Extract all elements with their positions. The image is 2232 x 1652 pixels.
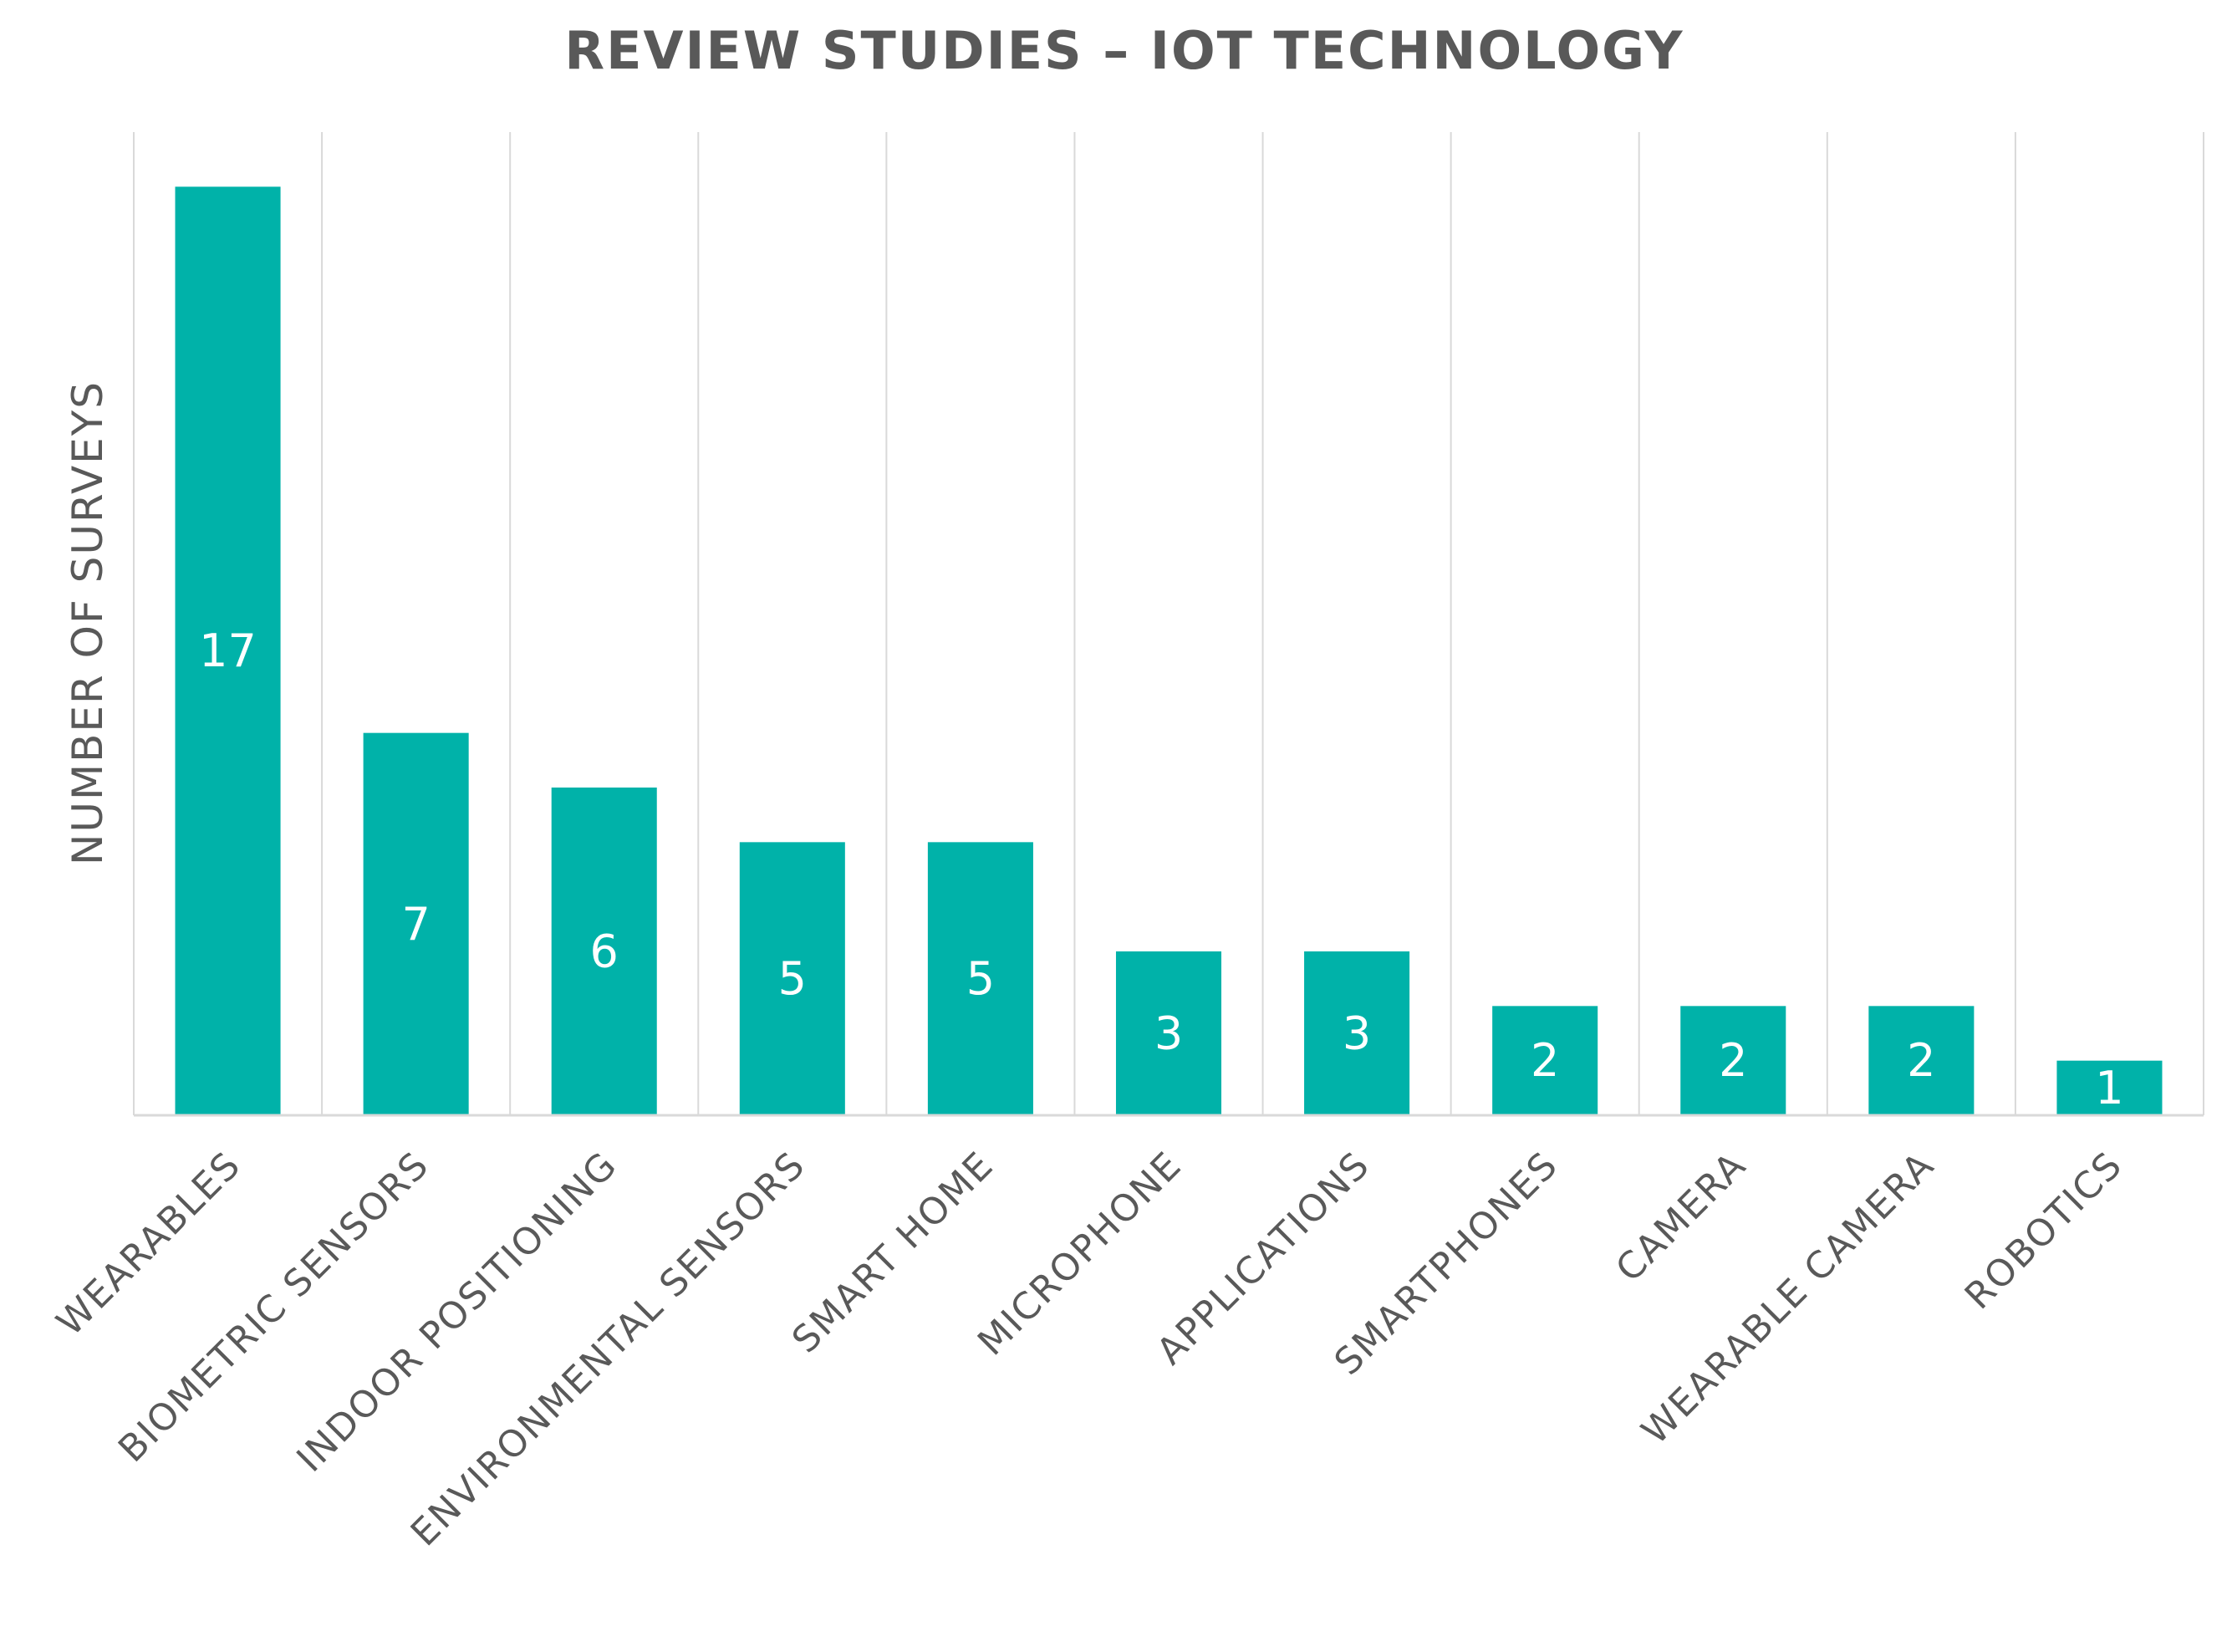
category-label: WEARABLES [48,1144,249,1344]
data-label: 17 [199,625,257,677]
data-label: 6 [590,925,619,978]
category-label: CAMERA [1608,1144,1755,1291]
gridlines [133,132,2204,1115]
category-label: ROBOTICS [1957,1144,2131,1318]
category-label: SMART HOME [784,1144,1002,1362]
data-label: 5 [778,952,807,1005]
bar [551,788,657,1115]
category-label: BIOMETRIC SENSORS [110,1144,437,1471]
data-label: 2 [1719,1034,1747,1087]
bar [1868,1006,1975,1115]
data-label: 3 [1343,1007,1371,1060]
bar [175,186,281,1115]
category-label: MICROPHONE [970,1144,1190,1364]
category-label: ENVIRONMENTAL SENSORS [403,1144,814,1555]
data-label: 2 [1907,1034,1935,1087]
bars [175,186,2163,1115]
data-label: 5 [966,952,995,1005]
data-label: 1 [2095,1062,2123,1114]
bar [739,842,845,1115]
bar [927,842,1033,1115]
category-label: INDOOR POSITIONING [288,1144,625,1481]
bar [1115,951,1222,1115]
data-label: 3 [1154,1007,1183,1060]
chart-title: REVIEW STUDIES – IOT TECHNOLOGY [564,20,1684,81]
data-labels: 17 7 6 5 5 3 3 2 2 2 1 [199,625,2123,1114]
data-label: 2 [1531,1034,1559,1087]
data-label: 7 [401,898,430,951]
bar [1492,1006,1598,1115]
bar [363,732,469,1115]
bar [1680,1006,1786,1115]
bar [1304,951,1410,1115]
y-axis-label: NUMBER OF SURVEYS [64,380,112,865]
bar [2056,1060,2163,1115]
